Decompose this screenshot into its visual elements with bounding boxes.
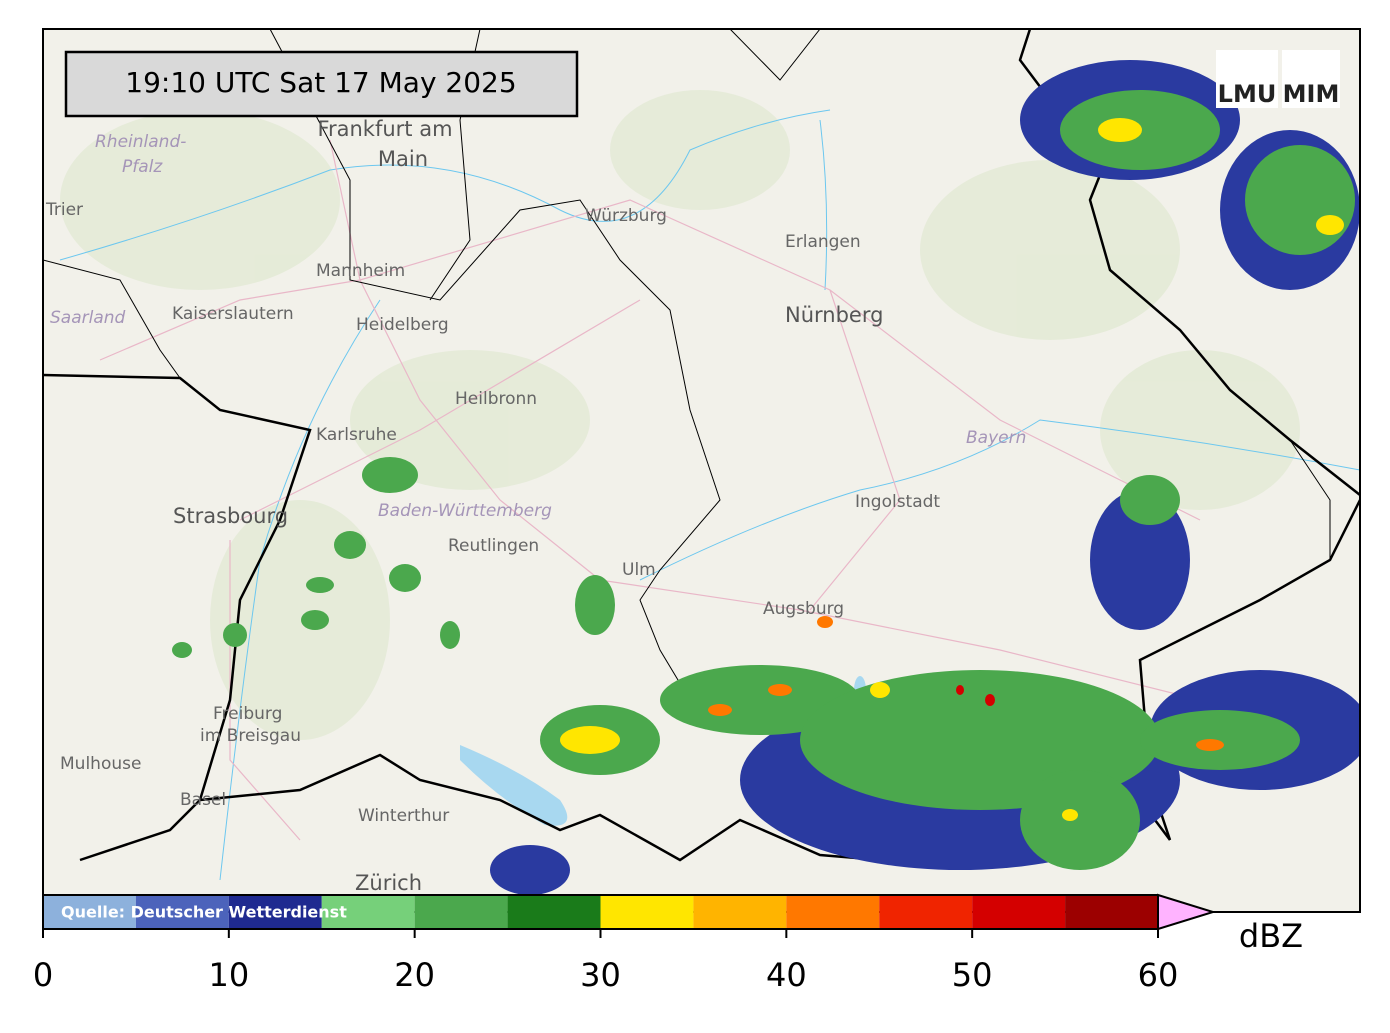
place-label: Mannheim [316,261,405,281]
colorbar-segment [972,895,1066,929]
colorbar-extension [1157,893,1217,931]
colorbar-segment [507,895,601,929]
place-label: Ingolstadt [855,492,940,512]
colorbar-segment [135,895,229,929]
colorbar-segment [600,895,694,929]
place-label: Pfalz [122,157,163,177]
logo-box [1216,50,1278,108]
place-label: im Breisgau [200,726,301,746]
place-label: Zürich [355,871,422,895]
place-label: Ulm [622,560,656,580]
timestamp-box [64,50,579,118]
place-label: Baden-Württemberg [378,501,552,521]
place-label: Karlsruhe [316,425,397,445]
colorbar-segment [1065,895,1158,929]
place-label: Reutlingen [448,536,539,556]
place-label: Nürnberg [785,303,883,327]
place-label: Augsburg [763,599,844,619]
colorbar-segment [228,895,322,929]
logo: LMU MIM [1216,50,1340,108]
colorbar-tick-label: 40 [766,956,807,994]
place-label: Heilbronn [455,389,537,409]
forest-areas [60,90,1300,740]
colorbar-unit: dBZ [1239,917,1303,955]
colorbar-tick-label: 20 [394,956,435,994]
roads [99,139,1201,841]
place-label: Rheinland- [95,132,186,152]
colorbar-tick-label: 10 [208,956,249,994]
place-label: Heidelberg [356,315,449,335]
place-label: Winterthur [358,806,449,826]
radar-echoes [172,60,1360,895]
colorbar-segment [321,895,415,929]
colorbar-segment [43,895,136,929]
logo-box [1282,50,1340,108]
place-label: Freiburg [213,704,282,724]
place-label: Strasbourg [173,504,288,528]
place-label: Basel [180,790,226,810]
place-label: Trier [45,200,83,220]
colorbar-tick-label: 50 [952,956,993,994]
place-labels: Frankfurt am Main Rheinland- Pfalz Trier… [45,117,1026,895]
map: Frankfurt am Main Rheinland- Pfalz Trier… [43,29,1360,912]
place-label: Frankfurt am [317,117,452,141]
place-label: Erlangen [785,232,861,252]
place-label: Main [378,147,428,171]
place-label: Bayern [966,428,1026,448]
colorbar-segment [693,895,787,929]
logo-text: MIM [1283,80,1340,108]
colorbar-segment [786,895,880,929]
colorbar-tick-label: 30 [580,956,621,994]
colorbar-tick-label: 60 [1138,956,1179,994]
place-label: Würzburg [585,206,667,226]
place-label: Saarland [50,308,126,328]
colorbar-segment [414,895,508,929]
logo-text: LMU [1218,80,1277,108]
place-label: Kaiserslautern [172,304,294,324]
colorbar-tick-label: 0 [33,956,53,994]
timestamp: 19:10 UTC Sat 17 May 2025 [125,66,516,99]
colorbar: Quelle: Deutscher Wetterdienst 0 10 20 30 40 5… [33,893,1303,994]
colorbar-source: Quelle: Deutscher Wetterdienst [61,903,347,922]
colorbar-segment [879,895,973,929]
place-label: Mulhouse [60,754,141,774]
